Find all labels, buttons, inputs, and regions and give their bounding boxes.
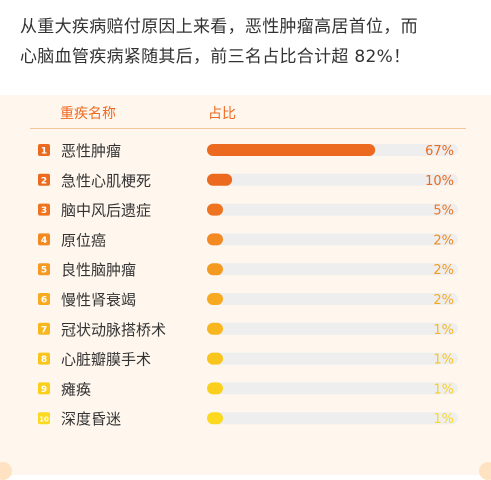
category-label: 冠状动脉搭桥术 [61, 321, 166, 339]
value-label: 1% [433, 323, 454, 338]
bar-value [207, 352, 223, 365]
category-label: 心脏瓣膜手术 [61, 351, 151, 369]
ranking-card [0, 95, 491, 475]
value-label: 5% [433, 204, 454, 219]
bar-value [207, 173, 233, 186]
rank-badge [38, 352, 50, 365]
bar-value [207, 293, 223, 305]
value-label: 67% [425, 144, 454, 159]
value-label: 1% [433, 412, 454, 427]
decor-dot-left [0, 462, 12, 480]
bar-value [207, 144, 376, 156]
rank-badge [38, 382, 50, 395]
rank-number: 8 [41, 355, 47, 365]
rank-badge [38, 263, 50, 276]
bar-track [207, 293, 458, 305]
category-label: 良性脑肿瘤 [61, 261, 136, 279]
intro-line-2: 心脑血管疾病紧随其后，前三名占比合计超 82%！ [20, 47, 411, 67]
bar-track [207, 412, 458, 425]
value-label: 2% [433, 233, 454, 248]
value-label: 10% [425, 174, 454, 189]
intro-text: 从重大疾病赔付原因上来看，恶性肿瘤高居首位，而 心脑血管疾病紧随其后，前三名占比… [20, 12, 476, 72]
category-label: 深度昏迷 [61, 410, 121, 428]
rank-badge [38, 412, 50, 425]
rank-number: 5 [41, 266, 47, 276]
rank-badge [38, 293, 50, 305]
rank-badge [38, 173, 50, 186]
rank-number: 2 [41, 176, 47, 186]
bar-track [207, 322, 458, 335]
category-label: 急性心肌梗死 [61, 172, 151, 190]
rank-badge [38, 233, 50, 246]
rank-number: 1 [41, 147, 47, 157]
bar-track [207, 173, 458, 186]
rank-badge [38, 322, 50, 335]
category-label: 瘫痪 [61, 380, 91, 398]
bar-track [207, 203, 458, 216]
bar-track [207, 382, 458, 395]
rank-number: 9 [41, 385, 47, 395]
rank-number: 6 [41, 296, 47, 306]
bar-track [207, 263, 458, 276]
rank-badge [38, 203, 50, 216]
rank-badge [38, 144, 50, 156]
bar-value [207, 322, 223, 335]
column-header-percentage: 占比 [208, 106, 236, 122]
bar-value [207, 203, 223, 216]
bar-track [207, 233, 458, 246]
value-label: 2% [433, 263, 454, 278]
bar-value [207, 382, 223, 395]
category-label: 脑中风后遗症 [61, 202, 151, 220]
value-label: 2% [433, 293, 454, 308]
value-label: 1% [433, 353, 454, 368]
decor-dot-right [479, 462, 491, 480]
category-label: 原位癌 [61, 231, 106, 249]
rank-number: 7 [41, 325, 47, 335]
category-label: 恶性肿瘤 [61, 142, 121, 160]
bar-track [207, 352, 458, 365]
bar-value [207, 263, 223, 276]
rank-number: 4 [41, 236, 47, 246]
value-label: 1% [433, 382, 454, 397]
header-divider [30, 128, 466, 129]
intro-line-1: 从重大疾病赔付原因上来看，恶性肿瘤高居首位，而 [20, 17, 418, 37]
bar-value [207, 412, 223, 425]
rank-number: 3 [41, 206, 47, 216]
column-header-name: 重疾名称 [60, 106, 116, 122]
rank-number: 10 [39, 416, 49, 424]
bar-value [207, 233, 223, 246]
category-label: 慢性肾衰竭 [61, 291, 136, 309]
